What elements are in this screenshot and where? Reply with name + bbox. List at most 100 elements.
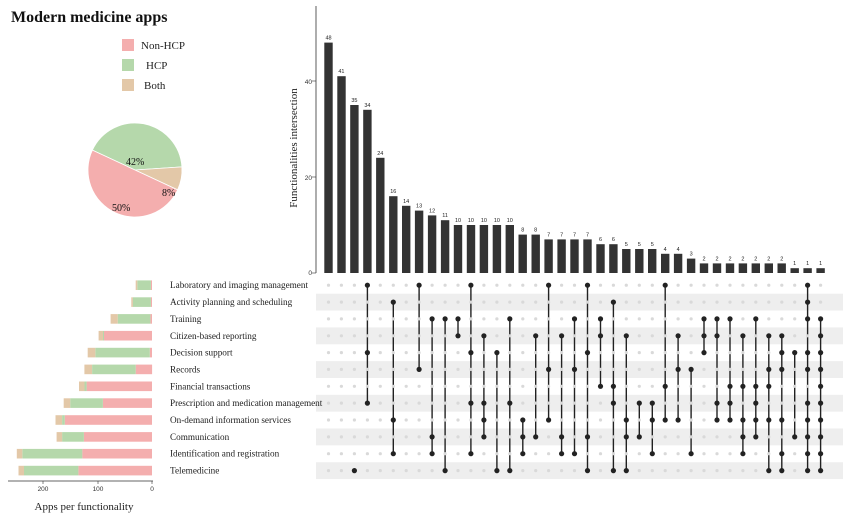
matrix-dot-inactive [326,300,331,304]
matrix-dot-inactive [495,384,499,388]
matrix-dot-inactive [560,300,564,304]
matrix-dot-inactive [326,283,331,287]
matrix-dot-inactive [482,283,486,287]
matrix-dot-active [533,434,539,440]
intersection-value-label: 10 [507,218,513,224]
matrix-dot-inactive [637,367,641,371]
intersection-value-label: 2 [741,256,744,262]
set-size-segment-both [84,364,92,375]
intersection-value-label: 2 [702,256,705,262]
matrix-dot-inactive [819,300,823,304]
set-size-segment-non-hcp [78,465,152,476]
intersection-value-label: 5 [625,242,628,248]
matrix-dot-inactive [793,283,797,287]
matrix-dot-active [584,282,591,288]
matrix-dot-inactive [469,384,473,388]
matrix-dot-inactive [728,300,732,304]
set-axis-label: Apps per functionality [35,501,134,513]
matrix-dot-active [779,366,785,372]
matrix-dot-active [429,434,435,440]
matrix-dot-inactive [378,300,382,304]
matrix-dot-active [766,366,772,372]
matrix-dot-active [675,333,681,339]
figure-title: Modern medicine apps [11,9,167,26]
intersection-bar [738,263,748,273]
matrix-dot-inactive [572,283,577,287]
matrix-dot-inactive [443,418,447,422]
matrix-dot-inactive [326,452,331,456]
matrix-dot-active [610,299,617,305]
matrix-dot-inactive [508,334,512,338]
matrix-dot-inactive [793,469,797,473]
matrix-dot-active [364,282,370,288]
matrix-dot-active [779,417,785,423]
matrix-dot-inactive [585,300,590,304]
matrix-dot-inactive [352,384,356,388]
matrix-dot-inactive [715,300,719,304]
intersection-value-label: 2 [780,256,783,262]
matrix-dot-inactive [534,351,538,355]
set-tick-200: 200 [38,486,49,493]
set-size-segment-non-hcp [104,330,152,341]
matrix-dot-inactive [482,469,486,473]
intersection-value-label: 3 [690,252,693,258]
intersection-value-label: 10 [494,218,500,224]
matrix-dot-inactive [741,401,745,405]
matrix-dot-inactive [508,452,512,456]
matrix-dot-inactive [728,469,732,473]
matrix-dot-inactive [508,435,512,439]
matrix-dot-inactive [767,300,771,304]
matrix-dot-active [597,333,604,339]
intersection-value-label: 24 [377,151,383,157]
matrix-dot-inactive [352,401,356,405]
matrix-dot-active [740,333,746,339]
matrix-dot-inactive [430,334,434,338]
set-size-segment-hcp [62,432,84,442]
matrix-dot-active [779,333,785,339]
matrix-dot-inactive [521,351,525,355]
matrix-dot-active [481,434,487,440]
intersection-value-label: 7 [560,232,563,238]
intersection-bar [816,268,825,273]
matrix-dot-inactive [404,435,408,439]
matrix-dot-inactive [598,351,603,355]
matrix-dot-inactive [637,418,641,422]
matrix-dot-inactive [611,418,616,422]
matrix-dot-inactive [456,351,460,355]
set-name-label: Financial transactions [170,381,251,391]
intersection-value-label: 7 [586,232,589,238]
matrix-dot-inactive [650,384,654,388]
matrix-dot-active [805,417,811,423]
matrix-dot-inactive [456,435,460,439]
matrix-dot-inactive [741,317,745,321]
matrix-dot-inactive [391,401,395,405]
matrix-dot-inactive [702,384,706,388]
intersection-value-label: 7 [573,232,576,238]
matrix-dot-inactive [611,334,616,338]
matrix-dot-inactive [430,469,434,473]
matrix-dot-inactive [637,351,641,355]
matrix-dot-active [766,417,772,423]
matrix-dot-inactive [521,334,525,338]
matrix-dot-active [714,333,720,339]
matrix-dot-active [701,333,707,339]
matrix-dot-inactive [793,401,797,405]
matrix-dot-inactive [326,317,331,321]
matrix-dot-inactive [560,317,564,321]
matrix-dot-active [740,417,746,423]
matrix-dot-inactive [547,334,551,338]
matrix-dot-active [753,417,759,423]
legend-label-both: Both [144,80,166,92]
matrix-dot-inactive [650,317,654,321]
matrix-dot-inactive [391,283,395,287]
intersection-value-label: 48 [325,36,331,42]
matrix-dot-inactive [585,401,590,405]
matrix-dot-inactive [456,469,460,473]
matrix-dot-inactive [378,452,382,456]
matrix-dot-inactive [676,435,680,439]
matrix-dot-active [597,383,604,389]
matrix-dot-active [507,400,513,406]
matrix-dot-active [468,400,474,406]
